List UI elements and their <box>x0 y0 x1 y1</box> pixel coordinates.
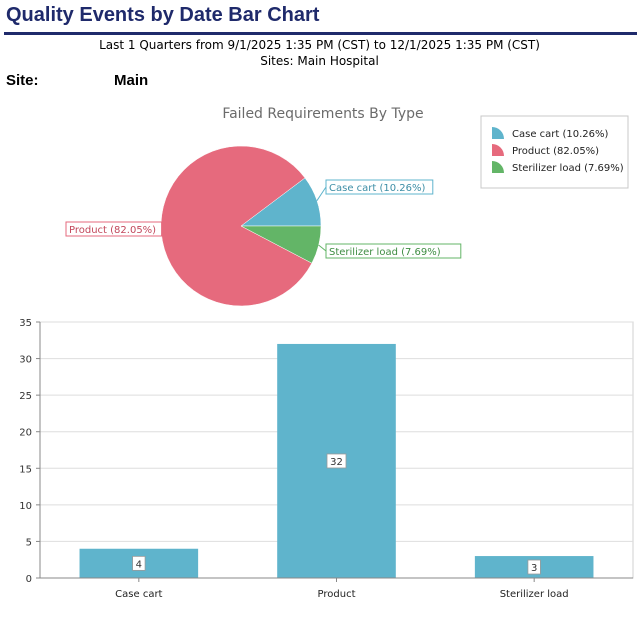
report-title: Quality Events by Date Bar Chart <box>6 4 320 26</box>
bar-value-box-sterilizer-load <box>527 559 541 575</box>
title-rule <box>4 32 637 35</box>
bar-value-label-case-cart: 4 <box>136 559 142 570</box>
legend-swatch-sterilizer-load <box>492 161 504 173</box>
site-value: Main <box>114 72 149 89</box>
y-tick-label: 15 <box>19 464 32 475</box>
pie-label-case-cart: Case cart (10.26%) <box>329 183 426 194</box>
y-tick-label: 35 <box>19 318 32 329</box>
legend-swatch-case-cart <box>492 127 504 139</box>
pie-label-box-case-cart <box>325 179 434 195</box>
pie-label-product: Product (82.05%) <box>69 225 156 236</box>
y-tick-label: 0 <box>26 574 32 585</box>
pie-label-box-product <box>65 221 163 237</box>
legend-swatch-product <box>492 144 504 156</box>
x-tick-label-product: Product <box>318 589 356 600</box>
pie-chart: Failed Requirements By Type Case cart (1… <box>65 106 629 307</box>
date-range-text: Last 1 Quarters from 9/1/2025 1:35 PM (C… <box>99 38 540 52</box>
pie-label-sterilizer-load: Sterilizer load (7.69%) <box>329 247 441 258</box>
y-tick-label: 5 <box>26 537 32 548</box>
bar-value-box-product <box>326 453 347 469</box>
bar-chart: 4 32 3 0 5 10 15 20 25 30 35 Case cart Product Steri… <box>19 318 634 600</box>
bar-value-box-case-cart <box>132 555 146 571</box>
pie-legend-box <box>480 115 629 189</box>
x-tick-label-sterilizer-load: Sterilizer load <box>500 589 569 600</box>
bar-value-label-product: 32 <box>330 457 343 468</box>
y-tick-label: 20 <box>19 428 32 439</box>
legend-label-sterilizer-load[interactable]: Sterilizer load (7.69%) <box>512 163 624 174</box>
y-tick-label: 30 <box>19 355 32 366</box>
y-tick-label: 25 <box>19 391 32 402</box>
bar-value-label-sterilizer-load: 3 <box>531 563 537 574</box>
legend-label-case-cart[interactable]: Case cart (10.26%) <box>512 129 609 140</box>
x-tick-label-case-cart: Case cart <box>115 589 162 600</box>
pie-title: Failed Requirements By Type <box>222 106 423 122</box>
site-label: Site: <box>6 72 39 89</box>
pie-leader-case-cart <box>316 186 327 201</box>
y-tick-label: 10 <box>19 501 32 512</box>
pie-leader-sterilizer-load <box>318 244 327 252</box>
sites-text: Sites: Main Hospital <box>260 54 379 68</box>
pie-label-box-sterilizer-load <box>325 243 462 259</box>
legend-label-product[interactable]: Product (82.05%) <box>512 146 599 157</box>
